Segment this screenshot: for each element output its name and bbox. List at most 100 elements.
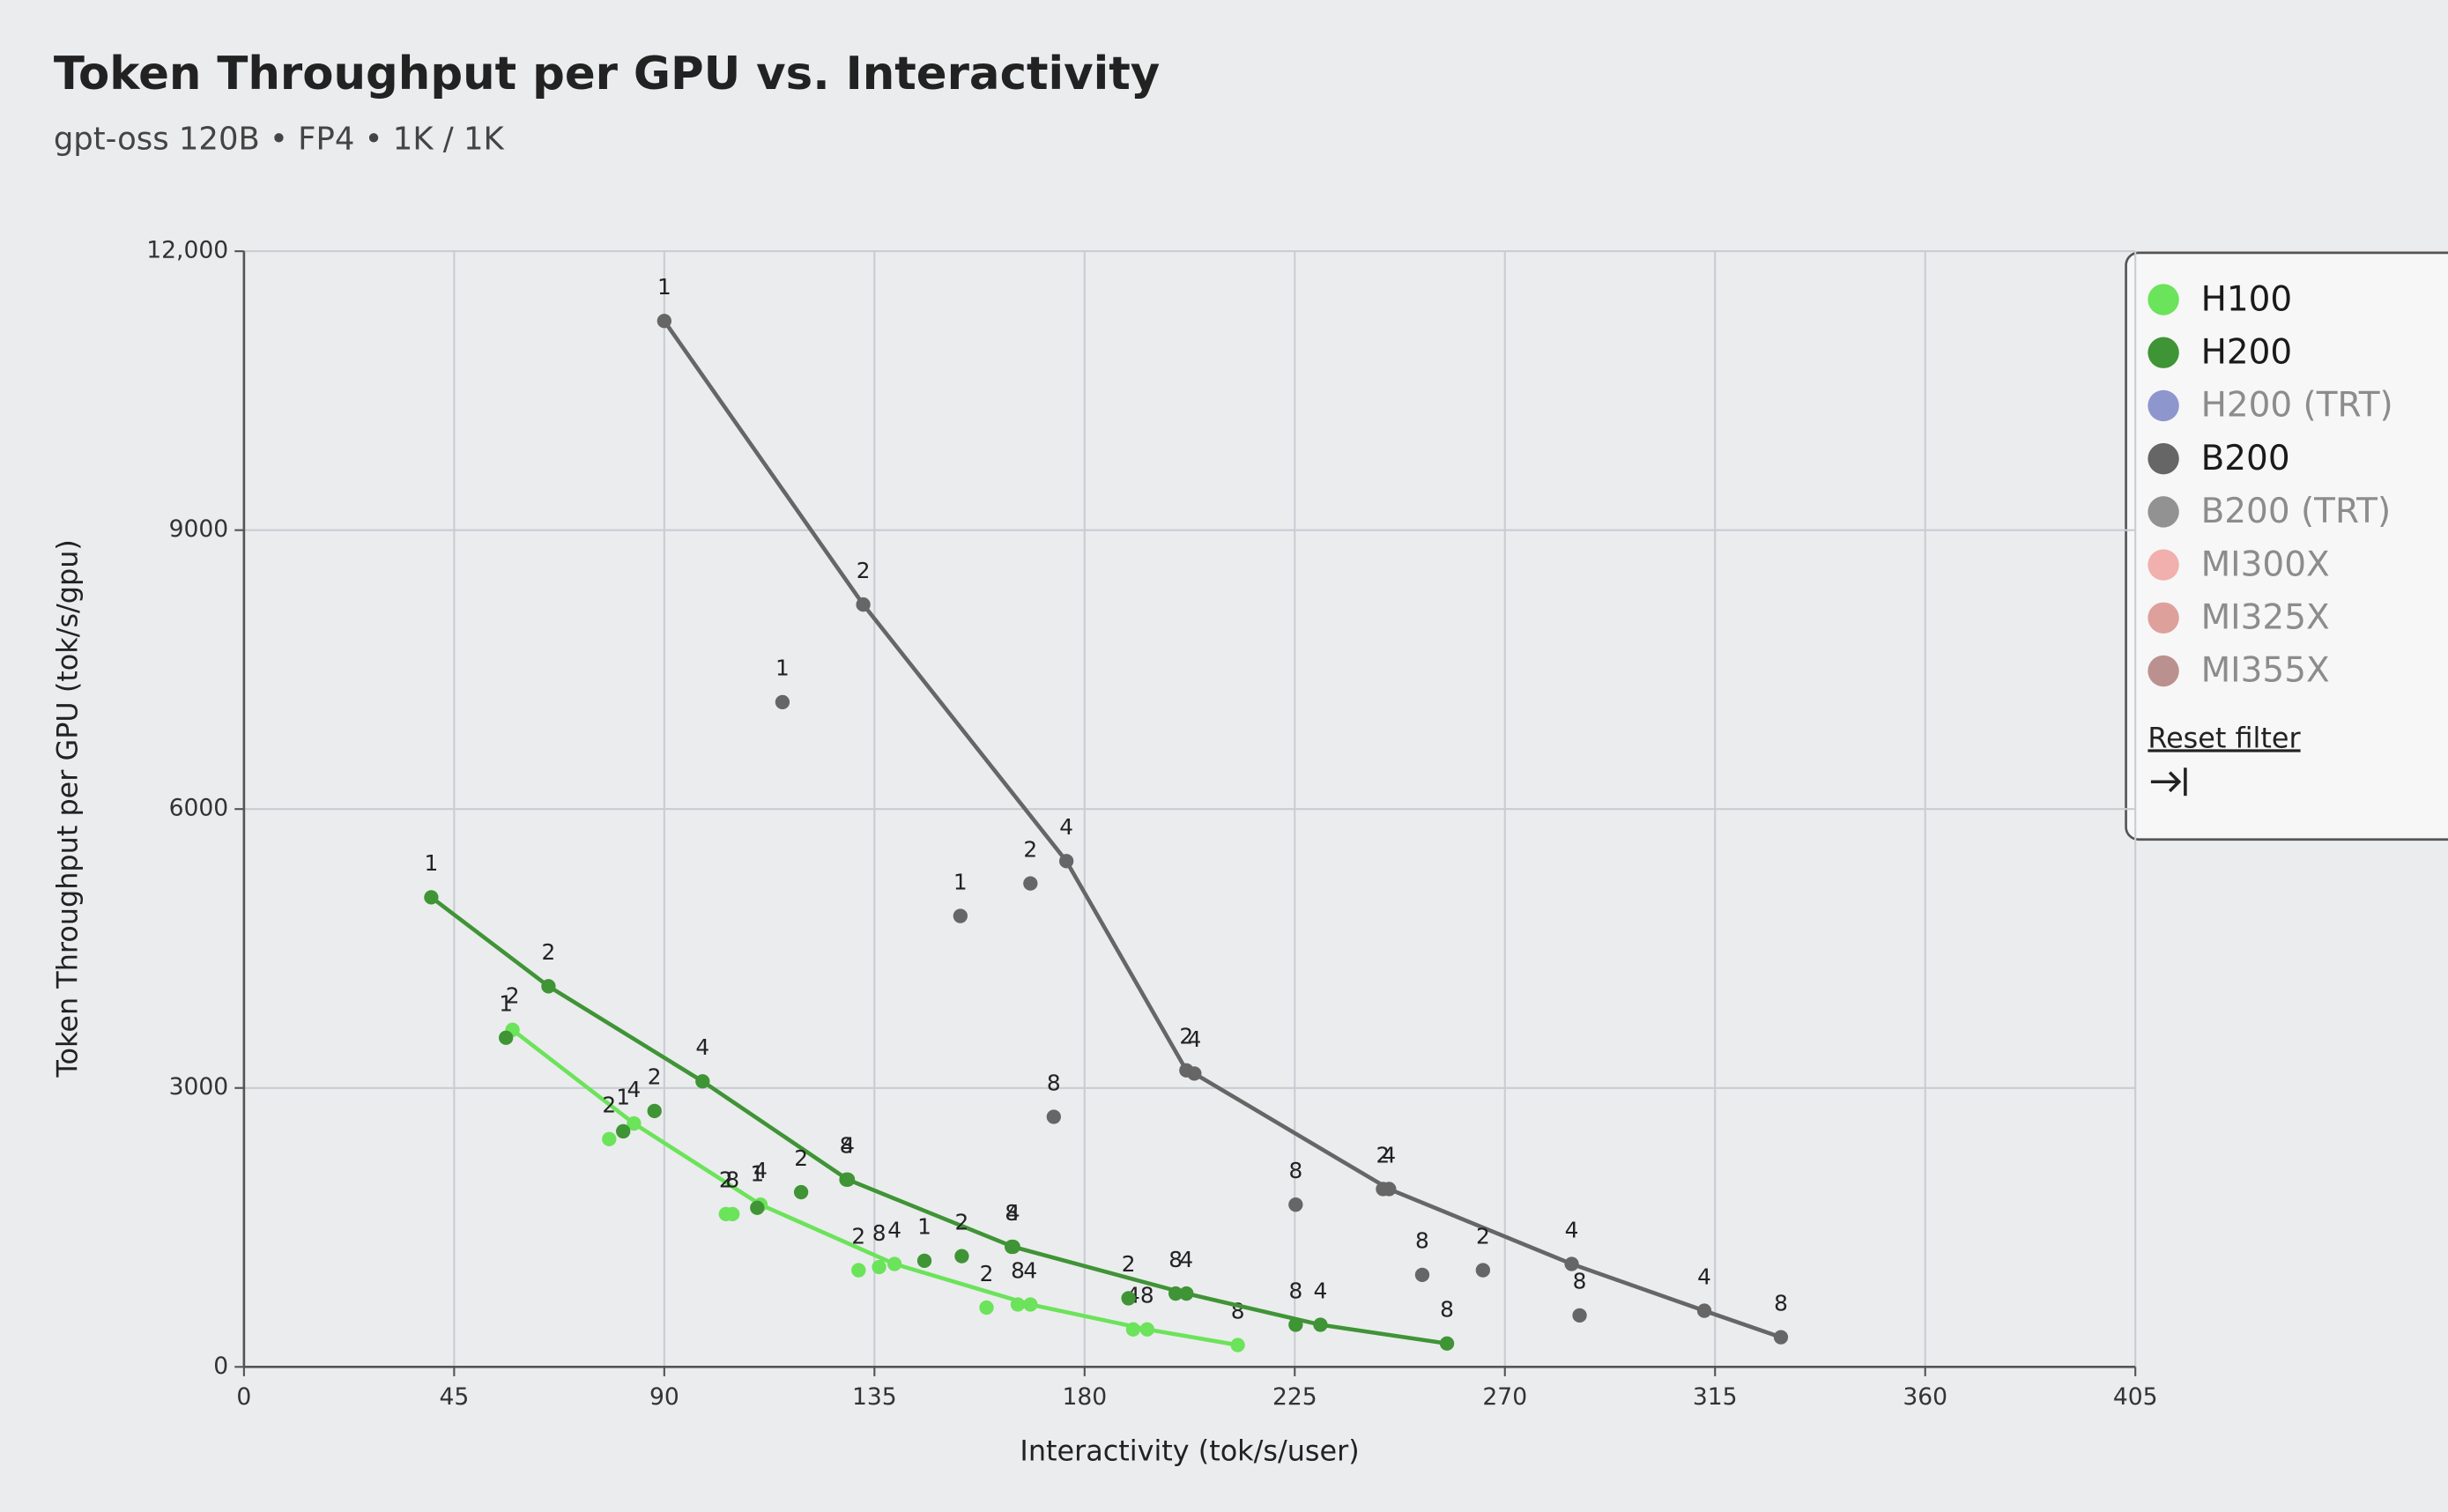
y-tick-label: 6000	[169, 795, 229, 822]
legend-label[interactable]: MI325X	[2201, 598, 2330, 638]
data-point	[602, 1131, 617, 1146]
point-label: 8	[1573, 1269, 1587, 1294]
point-label: 2	[1376, 1142, 1391, 1167]
point-label: 1	[775, 656, 790, 681]
legend-swatch[interactable]	[2148, 389, 2179, 422]
legend-label[interactable]: H200 (TRT)	[2201, 386, 2393, 426]
point-label: 4	[1565, 1217, 1579, 1242]
data-point	[627, 1115, 642, 1131]
data-point	[1313, 1317, 1328, 1332]
point-label: 4	[841, 1133, 855, 1159]
point-label: 4	[627, 1077, 642, 1102]
point-label: 2	[648, 1064, 662, 1090]
point-label: 8	[1288, 1278, 1302, 1303]
x-tick-label: 315	[1693, 1383, 1738, 1411]
x-tick-label: 180	[1062, 1383, 1107, 1411]
point-label: 4	[887, 1217, 901, 1242]
legend-label[interactable]: B200 (TRT)	[2201, 492, 2392, 531]
data-point	[424, 890, 439, 905]
legend-label[interactable]: H100	[2201, 279, 2293, 319]
point-label: 4	[1697, 1264, 1711, 1289]
data-point	[1288, 1317, 1303, 1332]
legend-swatch[interactable]	[2148, 602, 2179, 634]
data-point	[647, 1103, 662, 1119]
data-point	[725, 1206, 740, 1221]
point-label: 2	[1476, 1223, 1490, 1249]
data-point	[1046, 1109, 1061, 1124]
legend-label[interactable]: B200	[2201, 439, 2290, 478]
data-point	[1125, 1322, 1141, 1337]
reset-filter[interactable]: Reset filter	[2148, 721, 2301, 754]
point-label: 8	[1774, 1290, 1788, 1316]
data-point	[793, 1184, 809, 1200]
data-point	[1187, 1066, 1202, 1081]
point-label: 8	[1005, 1200, 1019, 1226]
point-label: 2	[955, 1209, 969, 1234]
point-label: 2	[1023, 836, 1037, 862]
point-label: 2	[719, 1167, 733, 1193]
point-label: 8	[840, 1133, 854, 1159]
legend-label[interactable]: MI300X	[2201, 545, 2330, 584]
point-label: 8	[1231, 1298, 1245, 1323]
point-label: 4	[1023, 1257, 1037, 1283]
collapse-icon[interactable]	[2150, 767, 2187, 797]
legend-label[interactable]: MI355X	[2201, 651, 2330, 691]
data-point	[1005, 1239, 1020, 1255]
point-label: 2	[506, 983, 520, 1009]
data-point	[872, 1259, 886, 1275]
data-point	[1179, 1286, 1194, 1301]
data-point	[1139, 1322, 1154, 1337]
point-label: 8	[1140, 1283, 1154, 1308]
legend-swatch[interactable]	[2148, 442, 2179, 475]
y-tick-label: 9000	[169, 515, 229, 543]
data-point	[953, 908, 968, 923]
point-label: 4	[1179, 1247, 1193, 1272]
point-label: 8	[1440, 1297, 1454, 1323]
data-point	[1414, 1267, 1430, 1282]
point-label: 1	[917, 1214, 931, 1240]
legend-swatch[interactable]	[2148, 337, 2179, 368]
point-label: 1	[750, 1161, 764, 1187]
data-point	[1023, 876, 1038, 891]
legend-swatch[interactable]	[2148, 496, 2179, 528]
data-point	[856, 597, 871, 612]
data-point	[1564, 1256, 1579, 1271]
point-label: 4	[695, 1034, 709, 1060]
legend-label[interactable]: H200	[2201, 332, 2293, 372]
x-axis-label: Interactivity (tok/s/user)	[1020, 1434, 1359, 1468]
y-tick-label: 0	[213, 1353, 228, 1380]
y-axis-label: Token Throughput per GPU (tok/s/gpu)	[51, 539, 85, 1078]
point-label: 8	[1047, 1070, 1061, 1095]
point-label: 4	[1314, 1278, 1328, 1303]
legend-swatch[interactable]	[2148, 284, 2179, 315]
data-point	[1023, 1297, 1038, 1312]
x-tick-label: 360	[1903, 1383, 1947, 1411]
point-label: 8	[1288, 1158, 1302, 1183]
data-point	[1288, 1197, 1303, 1212]
data-point	[916, 1253, 932, 1269]
point-label: 2	[794, 1145, 808, 1171]
data-point	[1439, 1336, 1455, 1351]
point-label: 2	[1122, 1251, 1136, 1277]
data-point	[1773, 1330, 1789, 1345]
point-label: 1	[616, 1085, 630, 1110]
data-point	[1382, 1182, 1397, 1197]
legend-swatch[interactable]	[2148, 655, 2179, 687]
legend-swatch[interactable]	[2148, 549, 2179, 581]
data-point	[775, 694, 790, 710]
data-point	[1475, 1263, 1490, 1278]
x-tick-label: 90	[649, 1383, 679, 1411]
icon-stroke	[2168, 771, 2182, 793]
x-tick-label: 45	[439, 1383, 469, 1411]
data-point	[954, 1249, 969, 1264]
point-label: 1	[657, 274, 671, 300]
data-point	[1230, 1338, 1245, 1353]
point-label: 4	[1059, 814, 1073, 840]
data-point	[657, 314, 671, 329]
x-tick-label: 270	[1482, 1383, 1527, 1411]
point-label: 4	[1382, 1142, 1396, 1167]
x-tick-label: 0	[236, 1383, 251, 1411]
point-label: 2	[602, 1093, 616, 1118]
